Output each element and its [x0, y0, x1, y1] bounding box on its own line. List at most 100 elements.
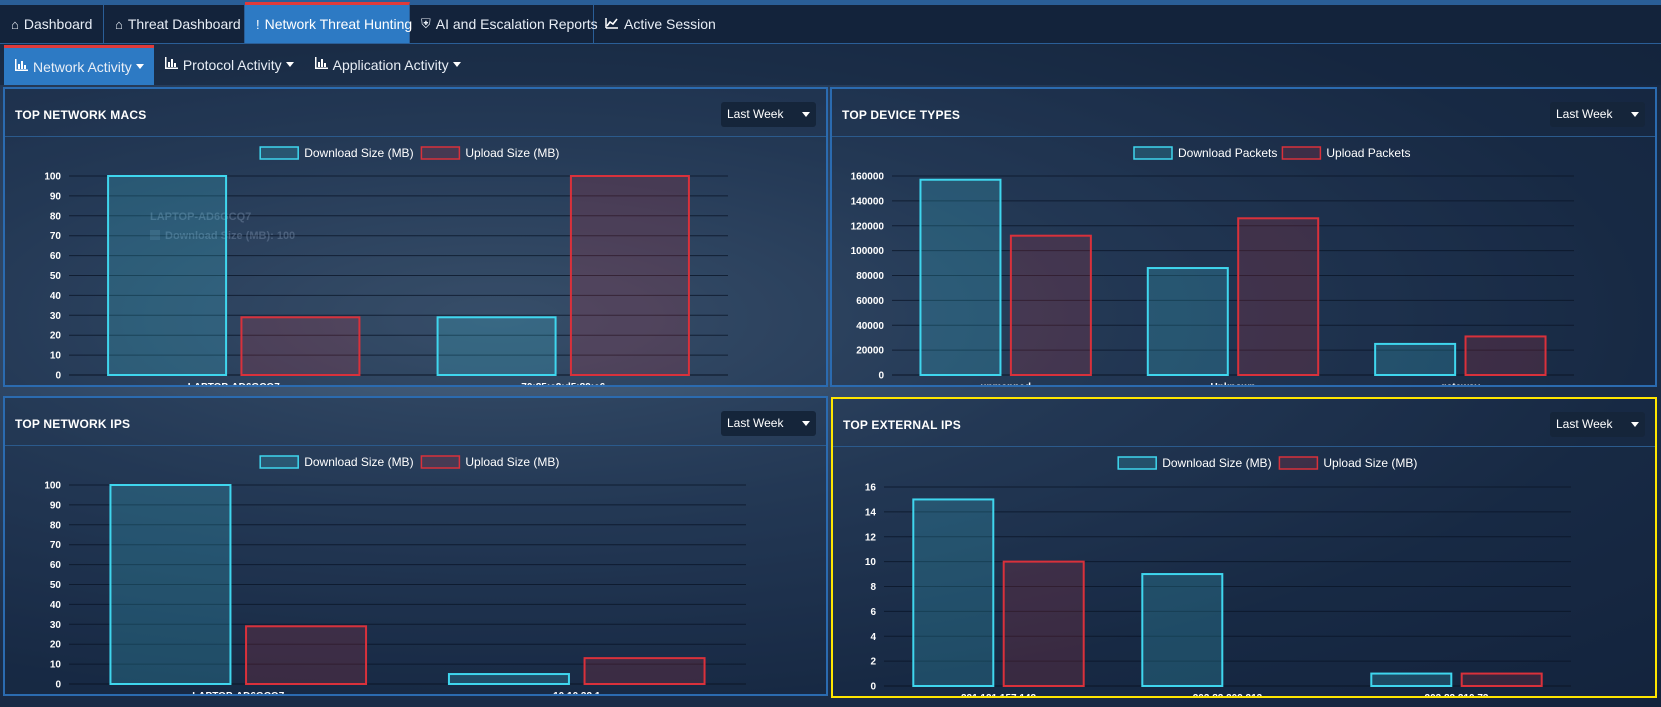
period-select-value: Last Week [727, 416, 784, 430]
tab-ai-escalation-reports[interactable]: ⛨ AI and Escalation Reports [410, 5, 598, 43]
bar-download [447, 673, 570, 686]
y-tick-label: 90 [50, 191, 62, 202]
legend-label: Download Size (MB) [304, 455, 413, 469]
caret-down-icon [802, 421, 810, 426]
bar-upload [245, 625, 368, 685]
bar-upload [1464, 335, 1547, 377]
bar-download [436, 316, 557, 376]
tab-label: Network Threat Hunting [264, 16, 413, 32]
panel-top-network-ips: TOP NETWORK IPS Last Week Download Size … [3, 396, 828, 696]
bar-download [107, 175, 228, 376]
y-tick-label: 10 [865, 557, 877, 568]
y-tick-label: 20 [50, 640, 62, 651]
period-select[interactable]: Last Week [721, 411, 816, 436]
subtab-network-activity[interactable]: Network Activity [4, 45, 154, 85]
panel-header: TOP DEVICE TYPES Last Week [832, 89, 1655, 137]
tab-threat-dashboard[interactable]: ⌂ Threat Dashboard [104, 5, 245, 43]
y-tick-label: 100 [44, 481, 61, 492]
bar-upload [1237, 217, 1320, 376]
caret-down-icon [135, 64, 144, 69]
home-icon: ⌂ [11, 16, 19, 32]
y-tick-label: 0 [55, 371, 61, 382]
home-icon: ⌂ [115, 16, 123, 32]
x-category-label: Unknown [1211, 382, 1256, 385]
y-tick-label: 80000 [856, 271, 884, 282]
bar-upload [1009, 234, 1092, 376]
tab-dashboard[interactable]: ⌂ Dashboard [0, 5, 104, 43]
bar-upload [569, 175, 690, 376]
subtab-label: Protocol Activity [182, 56, 282, 73]
x-category-label: 10.10.32.1 [553, 691, 601, 694]
bar-chart-icon [164, 57, 178, 72]
line-chart-icon [605, 17, 619, 32]
y-tick-label: 30 [50, 311, 62, 322]
y-tick-label: 20000 [856, 346, 884, 357]
period-select-value: Last Week [1556, 107, 1613, 121]
tab-label: Active Session [624, 16, 716, 32]
legend-label: Download Packets [1178, 146, 1277, 160]
y-tick-label: 40000 [856, 321, 884, 332]
y-tick-label: 90 [50, 500, 62, 511]
caret-down-icon [1631, 422, 1639, 427]
y-tick-label: 60 [50, 251, 62, 262]
panel-header: TOP NETWORK IPS Last Week [5, 398, 826, 446]
subtab-protocol-activity[interactable]: Protocol Activity [154, 44, 304, 85]
legend-label: Upload Size (MB) [1323, 456, 1417, 470]
x-category-label: gateway [1441, 382, 1481, 385]
period-select[interactable]: Last Week [1550, 412, 1645, 437]
bar-chart-network-ips: Download Size (MB) Upload Size (MB) 0 10 20 3… [44, 455, 746, 694]
y-tick-label: 40 [50, 600, 62, 611]
tab-label: AI and Escalation Reports [435, 16, 598, 32]
x-category-label: 203.82.210.73 [1425, 693, 1489, 696]
y-tick-label: 60000 [856, 296, 884, 307]
exclamation-icon: ! [256, 16, 260, 32]
x-category-label: 221.121.157.142 [961, 693, 1037, 696]
tab-active-session[interactable]: Active Session [594, 5, 727, 43]
bar-download [919, 178, 1002, 377]
legend-swatch [420, 455, 461, 469]
x-category-label: unmapped [980, 382, 1031, 385]
sub-nav: Network Activity Protocol Activity Appli… [0, 44, 1661, 85]
legend-swatch [1278, 456, 1319, 470]
panel-top-device-types: TOP DEVICE TYPES Last Week Download Pack… [830, 87, 1657, 387]
panel-title: TOP NETWORK MACS [15, 108, 147, 122]
caret-down-icon [452, 62, 461, 67]
bar-upload [1460, 672, 1543, 687]
bar-download [912, 498, 995, 687]
y-tick-label: 4 [870, 632, 876, 643]
y-tick-label: 50 [50, 580, 62, 591]
y-tick-label: 80 [50, 211, 62, 222]
y-tick-label: 80 [50, 520, 62, 531]
y-tick-label: 70 [50, 231, 62, 242]
x-category-label: LAPTOP-AD6GCQ7 [188, 382, 280, 385]
y-tick-label: 0 [878, 371, 884, 382]
y-tick-label: 14 [865, 507, 877, 518]
y-tick-label: 100000 [851, 246, 885, 257]
subtab-label: Network Activity [33, 58, 132, 75]
y-tick-label: 40 [50, 291, 62, 302]
legend-swatch [1281, 146, 1322, 160]
y-tick-label: 16 [865, 483, 877, 494]
bar-download [1374, 342, 1457, 376]
y-tick-label: 10 [50, 660, 62, 671]
y-tick-label: 20 [50, 331, 62, 342]
subtab-application-activity[interactable]: Application Activity [304, 44, 471, 85]
legend-label: Upload Size (MB) [465, 146, 559, 160]
tab-network-threat-hunting[interactable]: ! Network Threat Hunting [245, 2, 413, 43]
bar-download [1370, 672, 1453, 687]
panel-title: TOP DEVICE TYPES [842, 108, 961, 122]
legend-label: Upload Packets [1326, 146, 1410, 160]
legend-swatch [259, 146, 299, 160]
bar-download [109, 484, 232, 685]
caret-down-icon [802, 112, 810, 117]
bar-upload [583, 657, 706, 686]
period-select[interactable]: Last Week [721, 102, 816, 127]
panel-title: TOP EXTERNAL IPS [843, 418, 961, 432]
period-select[interactable]: Last Week [1550, 102, 1645, 127]
y-tick-label: 70 [50, 540, 62, 551]
x-category-label: 70:85:c2:d5:89:e6 [521, 382, 605, 385]
y-tick-label: 160000 [851, 172, 885, 183]
legend-label: Download Size (MB) [1162, 456, 1271, 470]
panel-top-external-ips: TOP EXTERNAL IPS Last Week Download Size… [831, 397, 1657, 698]
y-tick-label: 120000 [851, 221, 885, 232]
